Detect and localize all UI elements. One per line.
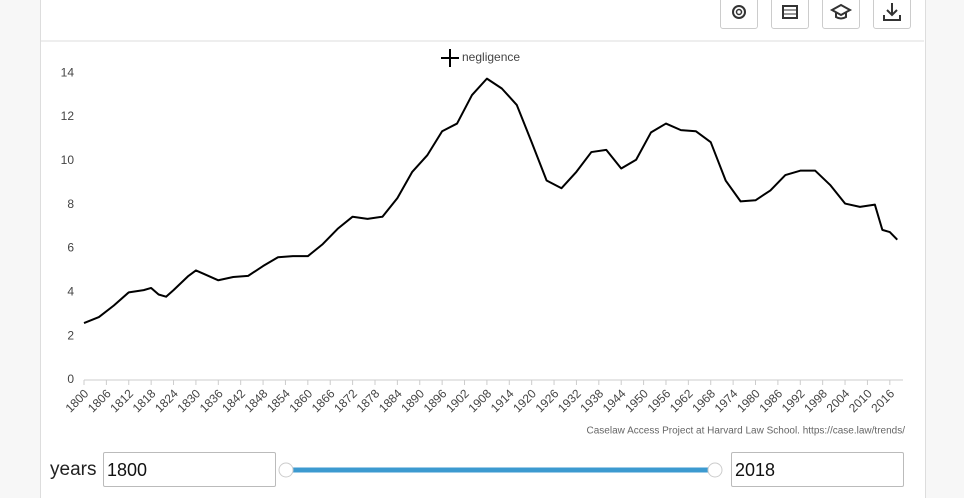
years-label: years — [50, 459, 97, 480]
x-tick-label: 1824 — [152, 386, 181, 415]
x-tick-label: 1884 — [376, 386, 405, 415]
y-tick-label: 8 — [67, 197, 74, 211]
x-tick-label: 1914 — [488, 386, 517, 415]
x-tick-label: 2016 — [868, 386, 897, 415]
x-tick-label: 1944 — [600, 386, 629, 415]
data-line — [83, 77, 898, 324]
start-year-input[interactable]: 1800 — [103, 452, 276, 487]
credit: Caselaw Access Project at Harvard Law Sc… — [587, 426, 906, 437]
x-tick-label: 1890 — [398, 386, 427, 415]
end-year-input[interactable]: 2018 — [731, 452, 904, 487]
x-tick-label: 1950 — [622, 386, 651, 415]
table-button[interactable] — [771, 0, 809, 29]
x-tick-label: 1812 — [107, 386, 136, 415]
x-tick-label: 1830 — [175, 386, 204, 415]
x-tick-label: 1956 — [645, 386, 674, 415]
x-tick-label: 1992 — [779, 386, 808, 415]
x-tick-label: 1986 — [756, 386, 785, 415]
x-tick-label: 1866 — [309, 386, 338, 415]
x-tick-label: 1806 — [85, 386, 114, 415]
x-tick-label: 1818 — [130, 386, 159, 415]
y-tick-label: 14 — [61, 65, 75, 79]
x-tick-label: 1854 — [264, 386, 293, 415]
x-tick-label: 1938 — [577, 386, 606, 415]
x-tick-label: 2004 — [824, 386, 853, 415]
settings-button[interactable] — [720, 0, 758, 29]
y-tick-label: 6 — [67, 241, 74, 255]
x-tick-label: 1848 — [242, 386, 271, 415]
x-tick-label: 1800 — [63, 386, 92, 415]
x-tick-label: 1842 — [219, 386, 248, 415]
legend-marker — [441, 49, 459, 67]
x-tick-label: 2010 — [846, 386, 875, 415]
x-tick-label: 1902 — [443, 386, 472, 415]
x-tick-label: 1896 — [421, 386, 450, 415]
legend-label: negligence — [462, 50, 520, 64]
year-slider[interactable] — [0, 451, 964, 491]
x-tick-label: 1926 — [533, 386, 562, 415]
chart: Caselaw Access Project at Harvard Law Sc… — [40, 40, 924, 437]
y-tick-label: 10 — [61, 153, 75, 167]
x-tick-label: 1908 — [465, 386, 494, 415]
x-tick-label: 1836 — [197, 386, 226, 415]
x-tick-label: 1878 — [354, 386, 383, 415]
x-tick-label: 1968 — [689, 386, 718, 415]
x-tick-label: 1860 — [286, 386, 315, 415]
x-tick-label: 1932 — [555, 386, 584, 415]
y-tick-label: 12 — [61, 109, 75, 123]
x-tick-label: 1962 — [667, 386, 696, 415]
y-tick-label: 2 — [67, 328, 74, 342]
download-button[interactable] — [873, 0, 911, 29]
y-tick-label: 4 — [67, 285, 74, 299]
x-tick-label: 1872 — [331, 386, 360, 415]
x-tick-label: 1980 — [734, 386, 763, 415]
learn-button[interactable] — [822, 0, 860, 29]
y-tick-label: 0 — [67, 372, 74, 386]
x-tick-label: 1974 — [712, 386, 741, 415]
x-tick-label: 1998 — [801, 386, 830, 415]
x-tick-label: 1920 — [510, 386, 539, 415]
